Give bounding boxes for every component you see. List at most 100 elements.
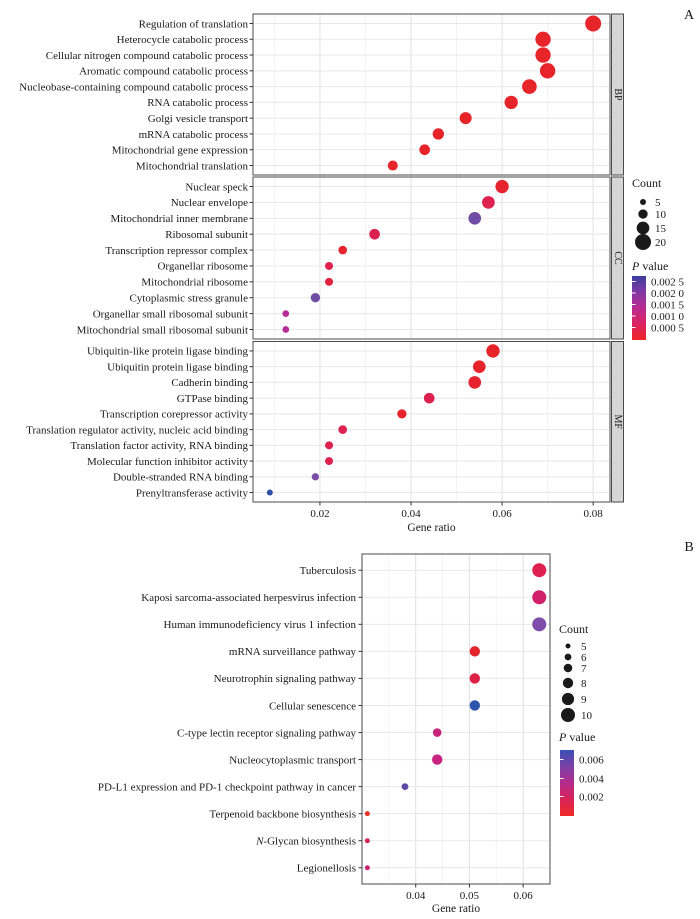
data-dot xyxy=(539,63,556,79)
legend-count-title: Count xyxy=(632,176,662,190)
panel-background xyxy=(253,14,610,175)
data-dot xyxy=(585,15,602,32)
data-dot xyxy=(387,160,398,171)
panel-border xyxy=(252,341,611,503)
term-label: mRNA surveillance pathway xyxy=(229,646,357,658)
count-legend-dot xyxy=(640,199,646,205)
data-dot xyxy=(522,79,537,94)
panel-a-letter: A xyxy=(684,8,695,23)
term-label: mRNA catabolic process xyxy=(139,129,248,141)
x-axis-title: Gene ratio xyxy=(407,522,455,534)
legend-pvalue-title: P value xyxy=(558,730,595,744)
term-label: Neurotrophin signaling pathway xyxy=(214,673,357,685)
data-dot xyxy=(459,112,472,125)
facet-strip-label: BP xyxy=(612,88,623,101)
data-dot xyxy=(325,261,334,270)
term-label: Cytoplasmic stress granule xyxy=(129,293,248,305)
pvalue-colorbar xyxy=(632,276,646,340)
x-axis-title: Gene ratio xyxy=(432,903,480,915)
data-dot xyxy=(266,489,273,496)
term-label: Mitochondrial gene expression xyxy=(112,145,249,157)
term-label: Kaposi sarcoma-associated herpesvirus in… xyxy=(141,592,356,604)
term-label: C-type lectin receptor signaling pathway xyxy=(177,727,356,739)
data-dot xyxy=(469,646,480,657)
data-dot xyxy=(325,441,334,450)
term-label: Transcription corepressor activity xyxy=(100,409,249,421)
data-dot xyxy=(364,811,370,817)
term-label: Cadherin binding xyxy=(171,377,248,389)
term-label: Translation factor activity, RNA binding xyxy=(70,440,248,452)
panel-background xyxy=(253,177,610,339)
count-legend-label: 10 xyxy=(655,209,667,221)
data-dot xyxy=(419,144,431,156)
term-label: Cellular nitrogen compound catabolic pro… xyxy=(46,50,248,62)
legend-count-title: Count xyxy=(559,622,589,636)
count-legend-dot xyxy=(638,209,648,219)
facet-strip-label: CC xyxy=(612,251,623,265)
term-label: Ribosomal subunit xyxy=(165,229,248,241)
pvalue-tick-label: 0.001 0 xyxy=(651,311,685,323)
term-label: Tuberculosis xyxy=(300,565,356,577)
panel-border xyxy=(252,13,611,176)
count-legend-label: 15 xyxy=(655,223,667,235)
data-dot xyxy=(432,754,443,765)
term-label: Mitochondrial translation xyxy=(136,160,249,172)
data-dot xyxy=(338,425,348,434)
term-label: Nuclear envelope xyxy=(171,197,248,209)
pvalue-tick-label: 0.006 xyxy=(579,754,604,766)
data-dot xyxy=(325,277,334,286)
panel-b-letter: B xyxy=(684,540,693,555)
x-tick-label: 0.08 xyxy=(584,508,604,520)
kegg-pathway-chart: Tuberculosis Kaposi sarcoma-associated he… xyxy=(98,553,604,915)
data-dot xyxy=(282,310,290,317)
count-legend-dot xyxy=(563,663,573,673)
term-label: Transcription repressor complex xyxy=(105,245,248,257)
term-label: N-Glycan biosynthesis xyxy=(255,836,356,848)
term-label: Golgi vesicle transport xyxy=(148,113,248,125)
term-label: Terpenoid backbone biosynthesis xyxy=(210,808,356,820)
term-label: Aromatic compound catabolic process xyxy=(79,66,248,78)
data-dot xyxy=(495,179,509,194)
count-legend-dot xyxy=(564,653,572,661)
term-label: Nuclear speck xyxy=(185,181,248,193)
count-legend-label: 10 xyxy=(581,710,593,722)
term-label: Translation regulator activity, nucleic … xyxy=(26,424,248,436)
term-label: GTPase binding xyxy=(177,393,249,405)
count-legend-dot xyxy=(561,692,575,706)
term-label: Mitochondrial ribosome xyxy=(141,277,248,289)
term-label: Nucleocytoplasmic transport xyxy=(229,754,356,766)
term-label: Nucleobase-containing compound catabolic… xyxy=(19,81,248,93)
count-legend-dot xyxy=(565,643,571,649)
count-legend-label: 9 xyxy=(581,694,587,706)
term-label: Ubiquitin-like protein ligase binding xyxy=(87,346,249,358)
data-dot xyxy=(532,563,547,578)
legend-pvalue-title: P value xyxy=(631,259,668,273)
data-dot xyxy=(486,344,500,358)
data-dot xyxy=(482,196,495,209)
facet-strip xyxy=(611,13,624,176)
x-tick-label: 0.04 xyxy=(401,508,421,520)
x-tick-label: 0.06 xyxy=(514,890,534,902)
data-dot xyxy=(364,838,370,844)
data-dot xyxy=(532,617,547,632)
data-dot xyxy=(535,31,551,47)
facet-strip-label: MF xyxy=(612,415,623,430)
facet-strip xyxy=(611,176,624,340)
data-dot xyxy=(364,865,370,871)
data-dot xyxy=(468,376,482,389)
data-dot xyxy=(401,783,409,791)
pvalue-tick-label: 0.002 xyxy=(579,791,604,803)
pvalue-tick-label: 0.000 5 xyxy=(651,322,685,334)
count-legend-label: 5 xyxy=(581,641,587,653)
panel-border xyxy=(361,553,551,885)
data-dot xyxy=(472,360,486,374)
term-label: Heterocycle catabolic process xyxy=(117,34,248,46)
pvalue-tick-label: 0.002 5 xyxy=(651,276,685,288)
data-dot xyxy=(282,326,290,333)
count-legend-label: 8 xyxy=(581,678,587,690)
panel-background xyxy=(362,554,550,884)
panel-background xyxy=(253,341,610,502)
term-label: Mitochondrial inner membrane xyxy=(111,213,249,225)
term-label: Mitochondrial small ribosomal subunit xyxy=(77,324,248,336)
